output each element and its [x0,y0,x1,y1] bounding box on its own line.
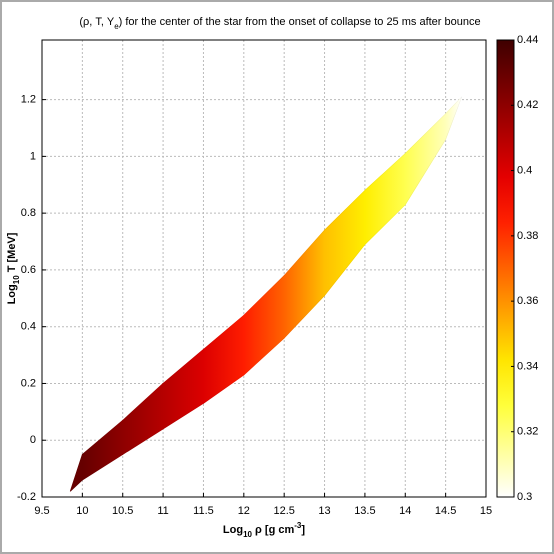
colorbar-tick-label: 0.38 [517,230,538,242]
x-tick-label: 10 [76,505,88,517]
x-axis-label-part: ρ [g cm [252,524,294,536]
plot-frame [41,39,487,498]
colorbar-tick-label: 0.42 [517,99,538,111]
x-axis-label-part: Log [223,524,243,536]
colorbar-tick-label: 0.36 [517,295,538,307]
upper-edge [70,96,462,492]
x-axis-label-part: ] [301,524,305,536]
y-tick-label: 0.2 [21,377,36,389]
chart-title: (ρ, T, Ye) for the center of the star fr… [79,16,480,31]
colorbar-tick-label: 0.44 [517,34,538,46]
colorbar-tick-label: 0.34 [517,360,538,372]
x-tick-label: 15 [480,505,492,517]
chart-title-part: (ρ, T, Y [79,16,114,28]
x-tick-label: 14.5 [435,505,456,517]
x-tick-label: 9.5 [34,505,49,517]
y-axis-label-part: 10 [12,275,21,284]
chart-title-part: ) for the center of the star from the on… [119,16,481,28]
x-tick-label: 11 [157,505,168,517]
x-tick-label: 11.5 [193,505,214,517]
y-tick-label: 1 [30,150,36,162]
lower-edge [70,96,463,492]
y-axis-label: Log10 T [MeV] [6,232,21,304]
x-tick-label: 12.5 [273,505,294,517]
x-tick-label: 14 [399,505,411,517]
colorbar-tick-label: 0.32 [517,426,538,438]
x-tick-label: 13 [318,505,330,517]
x-axis-label-part: -3 [294,521,302,530]
colorbar-tick-label: 0.3 [517,491,532,503]
y-tick-label: 1.2 [21,94,36,106]
x-axis-label-part: 10 [243,530,252,539]
x-tick-label: 10.5 [112,505,133,517]
colorbar-tick-label: 0.4 [517,164,532,176]
y-axis-label-part: Log [6,284,18,304]
colorbar [496,39,515,498]
x-tick-label: 13.5 [354,505,375,517]
chart-title-part: e [114,22,119,31]
x-tick-label: 12 [238,505,250,517]
y-tick-label: -0.2 [17,491,36,503]
y-tick-label: 0.6 [21,264,36,276]
x-axis-label: Log10 ρ [g cm-3] [223,521,305,539]
y-tick-label: 0.8 [21,207,36,219]
y-tick-label: 0 [30,434,36,446]
y-axis-label-part: T [MeV] [6,232,18,275]
y-tick-label: 0.4 [21,321,36,333]
band-segment [445,96,463,140]
